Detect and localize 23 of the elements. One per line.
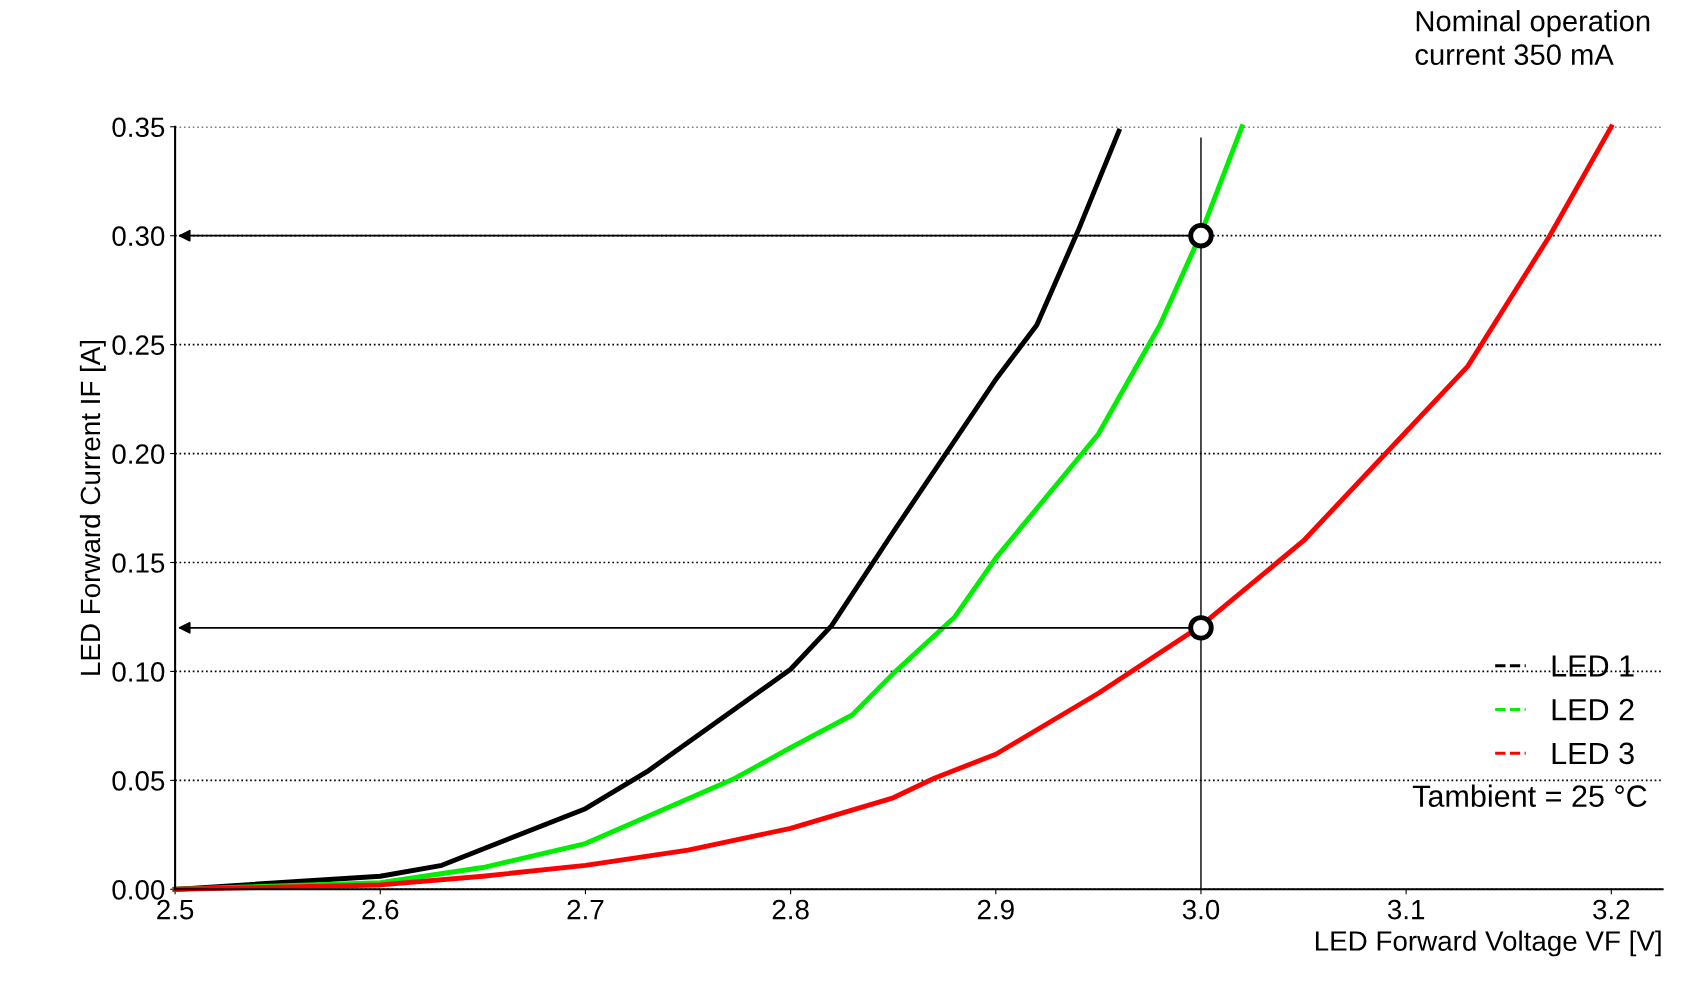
y-tick-label: 0.15	[112, 553, 165, 573]
x-tick-label: 3.1	[1387, 899, 1425, 920]
y-tick-label: 0.30	[112, 226, 165, 247]
annotation: Tambient = 25 °C	[1412, 784, 1647, 808]
legend-label: LED 1	[1552, 655, 1634, 677]
y-tick-label: 0.25	[112, 335, 165, 355]
legend-label: LED 2	[1552, 698, 1634, 721]
x-tick-label: 3.0	[1182, 899, 1220, 920]
x-tick-label: 2.6	[362, 899, 399, 920]
text: Nominal operation current 350 mA	[1415, 10, 1650, 66]
y-tick-label: 0.35	[112, 117, 165, 138]
y-tick-label: 0.10	[112, 662, 165, 682]
y-tick-label: 0.00	[112, 879, 165, 900]
legend-label: LED 3	[1552, 742, 1634, 765]
x-tick-label: 2.8	[772, 899, 809, 920]
x-tick-label: 3.2	[1593, 899, 1630, 920]
y-axis-title: LED Forward Current IF [A]	[79, 340, 106, 675]
x-axis-title: LED Forward Voltage VF [V]	[1315, 930, 1661, 957]
x-tick-label: 2.7	[567, 899, 604, 920]
y-tick-label: 0.20	[112, 444, 165, 464]
x-tick-label: 2.5	[157, 899, 194, 920]
y-tick-label: 0.05	[112, 771, 165, 791]
x-tick-label: 2.9	[977, 899, 1014, 920]
